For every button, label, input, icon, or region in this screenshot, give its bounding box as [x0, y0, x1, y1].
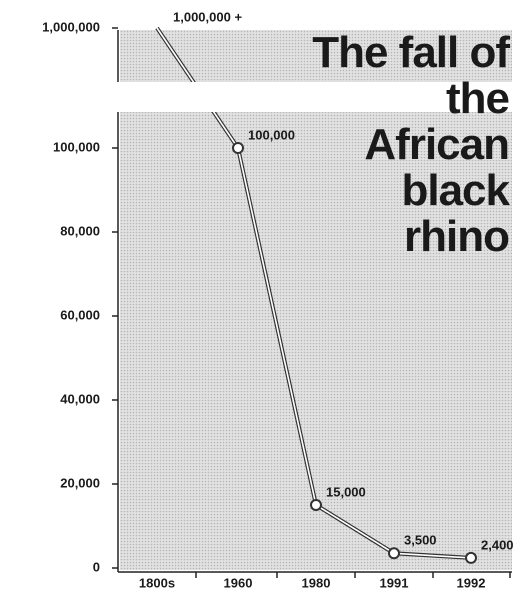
point	[388, 547, 400, 560]
point	[310, 499, 322, 511]
y-tick-label: 1,000,000	[42, 19, 100, 34]
chart-title: The fall of the African black rhino	[312, 28, 510, 261]
y-tick-label: 20,000	[60, 475, 100, 490]
y-tick-label: 60,000	[60, 307, 100, 322]
axis-break-cover	[119, 82, 512, 112]
background	[120, 30, 512, 570]
data-label: 1,000,000 +	[173, 9, 242, 24]
data-label: 2,400	[481, 537, 514, 552]
y-tick-label: 80,000	[60, 223, 100, 238]
y-tick-label: 40,000	[60, 391, 100, 406]
x-tick-label: 1800s	[139, 575, 175, 590]
y-tick-label: 0	[93, 559, 100, 574]
y-tick-label: 100,000	[53, 139, 100, 154]
data-label: 100,000	[248, 127, 295, 142]
point	[232, 142, 244, 154]
point	[465, 551, 477, 564]
x-tick-label: 1992	[457, 575, 486, 590]
x-tick-label: 1960	[224, 575, 253, 590]
x-tick-label: 1980	[302, 575, 331, 590]
x-tick-label: 1991	[380, 575, 409, 590]
data-label: 15,000	[326, 484, 366, 499]
data-label: 3,500	[404, 533, 437, 548]
